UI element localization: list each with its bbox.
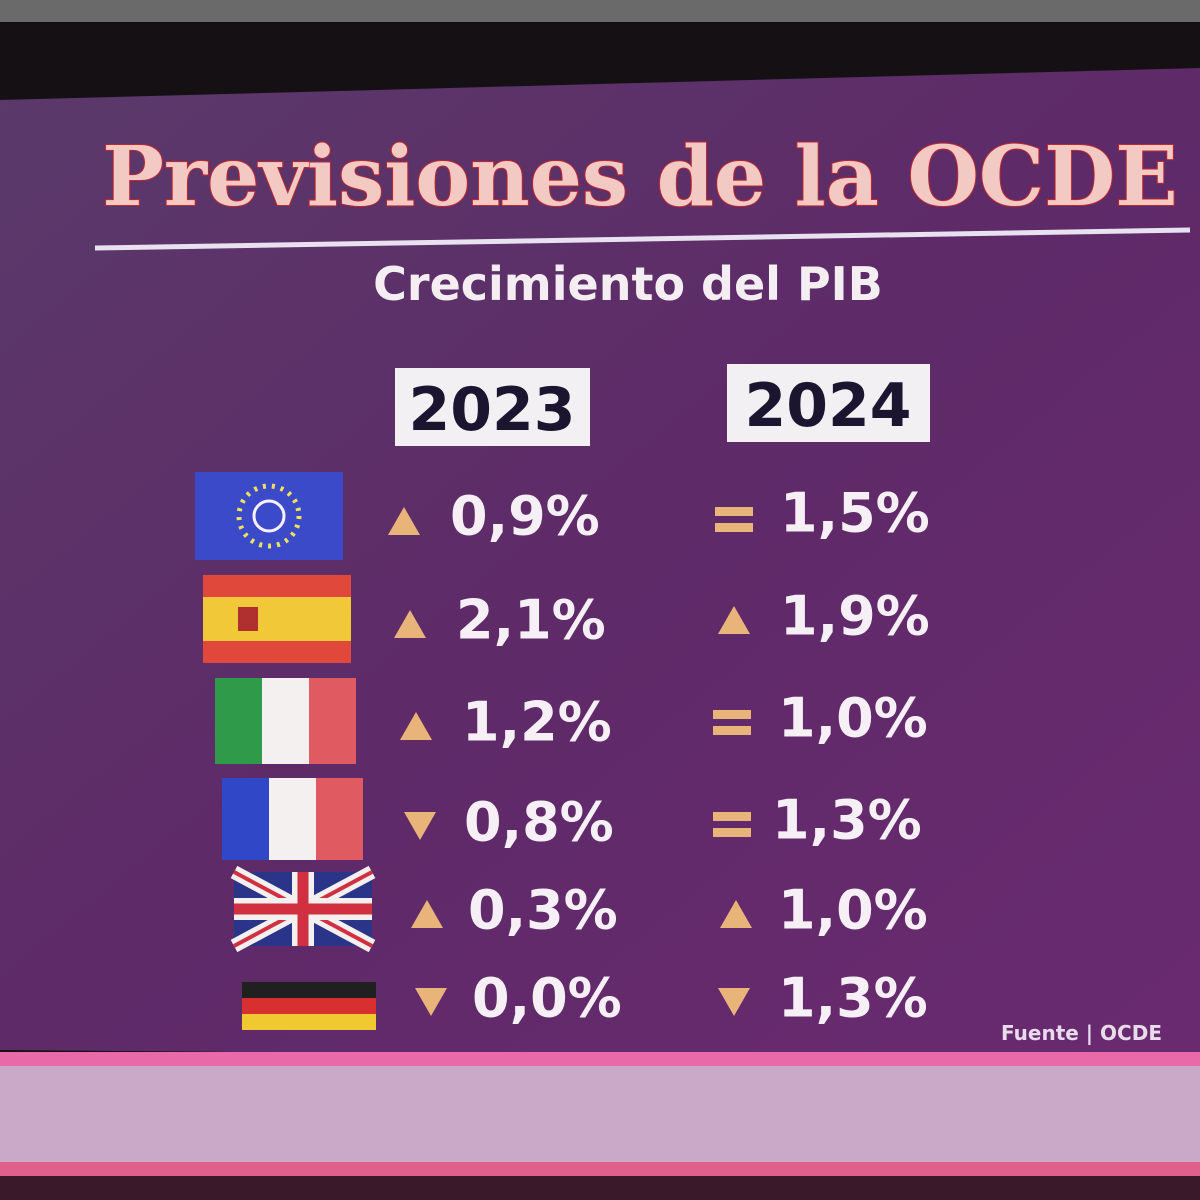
flag-france bbox=[222, 778, 363, 860]
subtitle: Crecimiento del PIB bbox=[373, 257, 883, 311]
title: Previsiones de la OCDE bbox=[102, 129, 1178, 225]
flag-eu bbox=[195, 472, 343, 560]
top-strip bbox=[0, 0, 1200, 22]
cell: 1,0% bbox=[778, 687, 928, 750]
trend-down bbox=[718, 988, 750, 1016]
header-box bbox=[395, 368, 590, 446]
trend-down bbox=[415, 988, 447, 1016]
trend-equal bbox=[715, 507, 753, 532]
trend-up bbox=[720, 900, 752, 928]
bottom bbox=[0, 1176, 1200, 1200]
flag-germany bbox=[242, 982, 376, 1030]
cell: 0,3% bbox=[468, 879, 618, 942]
flag-italy bbox=[215, 678, 356, 764]
trend-down bbox=[404, 812, 436, 840]
cell: 1,0% bbox=[778, 879, 928, 942]
cell: 0,8% bbox=[464, 791, 614, 854]
trend-up bbox=[388, 507, 420, 535]
cell: 2,1% bbox=[456, 589, 606, 652]
column-header: 2023 bbox=[409, 375, 576, 445]
source: Fuente | OCDE bbox=[1001, 1021, 1162, 1045]
cell: 1,2% bbox=[462, 691, 612, 754]
trend-equal bbox=[713, 710, 751, 735]
title-rule bbox=[94, 227, 1191, 251]
trend-up bbox=[394, 610, 426, 638]
flag-uk bbox=[230, 865, 376, 953]
trend-up bbox=[411, 900, 443, 928]
header-box bbox=[727, 364, 930, 442]
cell: 1,5% bbox=[780, 482, 930, 545]
lower-band bbox=[0, 1066, 1200, 1166]
cell: 1,3% bbox=[778, 967, 928, 1030]
trend-up bbox=[718, 606, 750, 634]
stripe bbox=[0, 1162, 1200, 1176]
cell: 1,9% bbox=[780, 585, 930, 648]
trend-equal bbox=[713, 812, 751, 837]
cell: 1,3% bbox=[772, 789, 922, 852]
column-header: 2024 bbox=[745, 371, 912, 441]
cell: 0,0% bbox=[472, 967, 622, 1030]
trend-up bbox=[400, 712, 432, 740]
stripe bbox=[0, 1052, 1200, 1066]
flag-spain bbox=[203, 575, 351, 663]
cell: 0,9% bbox=[450, 485, 600, 548]
